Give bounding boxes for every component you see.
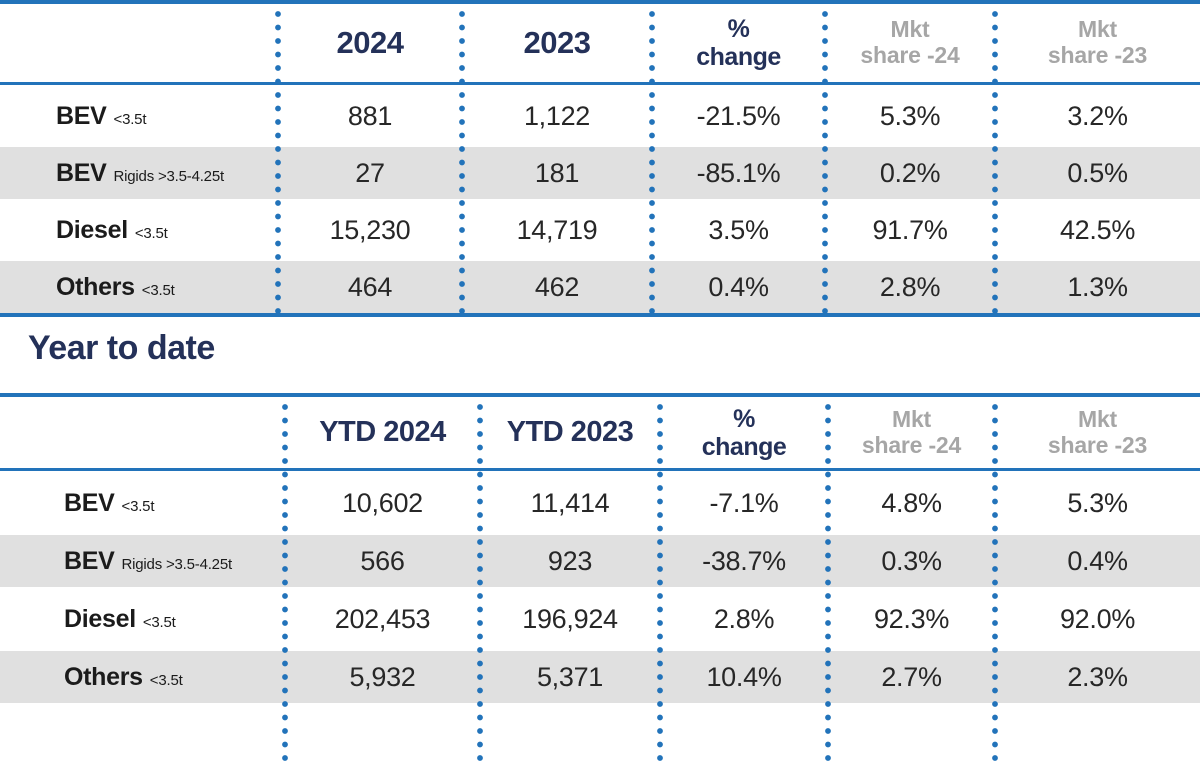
table-cell: 202,453 [334,603,431,634]
table-cell: 4.8% [881,487,942,518]
row-label-cell: BEV <3.5t [0,489,285,518]
header-cell-ytd-2024: YTD 2024 [319,416,446,449]
row-label: BEV [64,488,115,517]
row-label: Others [56,272,135,301]
table-row-others: Others <3.5t 5,932 5,371 10.4% 2.7% 2.3% [0,651,1200,703]
ytd-table-header-row: YTD 2024 YTD 2023 % change Mkt share -24… [0,397,1200,468]
table-top-rule [0,0,1200,4]
row-label-cell: BEV Rigids >3.5-4.25t [0,159,278,188]
table-cell: 462 [534,271,580,302]
row-label: Diesel [56,215,128,244]
monthly-table-header-row: 2024 2023 % change Mkt share -24 Mkt sha… [0,4,1200,82]
row-label: BEV [64,546,115,575]
table-cell: 2.8% [879,271,941,302]
table-cell: 0.4% [708,271,769,302]
row-label-suffix: Rigids >3.5-4.25t [121,555,233,573]
header-cell-mkt-share-23: Mkt share -23 [1047,405,1148,458]
row-label: BEV [56,101,107,130]
table-cell: 42.5% [1059,214,1136,245]
row-label-cell: BEV <3.5t [0,102,278,131]
row-label: BEV [56,158,107,187]
table-cell: 92.3% [873,603,950,634]
table-row-bev: BEV <3.5t 10,602 11,414 -7.1% 4.8% 5.3% [0,471,1200,535]
row-label-suffix: <3.5t [142,613,176,631]
header-bottom-rule [0,468,1200,471]
row-label: Others [64,662,143,691]
table-bottom-rule [0,313,1200,317]
table-cell: 0.2% [879,157,941,188]
row-label-suffix: <3.5t [149,671,183,689]
table-row-bev-rigids: BEV Rigids >3.5-4.25t 27 181 -85.1% 0.2%… [0,147,1200,199]
table-cell: 566 [360,545,405,576]
row-label-suffix: <3.5t [113,110,147,128]
row-label-suffix: Rigids >3.5-4.25t [113,167,225,185]
monthly-registrations-table: 2024 2023 % change Mkt share -24 Mkt sha… [0,0,1200,317]
header-cell-pct-change: % change [701,404,787,461]
table-cell: 464 [347,271,393,302]
row-label-suffix: <3.5t [134,224,168,242]
table-cell: -7.1% [709,487,779,518]
table-cell: 2.3% [1067,661,1128,692]
header-cell-mkt-share-24: Mkt share -24 [861,405,962,458]
header-cell-ytd-2023: YTD 2023 [506,416,634,449]
table-cell: 92.0% [1059,603,1136,634]
year-to-date-heading: Year to date [28,329,215,367]
table-cell: 181 [534,157,580,188]
header-cell-mkt-share-23: Mkt share -23 [1047,16,1148,68]
row-label: Diesel [64,604,136,633]
year-to-date-table: YTD 2024 YTD 2023 % change Mkt share -24… [0,393,1200,763]
row-label-suffix: <3.5t [141,281,175,299]
table-cell: 5,371 [536,661,604,692]
table-cell: 14,719 [516,214,598,245]
table-row-diesel: Diesel <3.5t 202,453 196,924 2.8% 92.3% … [0,587,1200,651]
table-cell: 10,602 [342,487,423,518]
row-label-cell: BEV Rigids >3.5-4.25t [0,547,285,576]
table-cell: 923 [547,545,593,576]
table-cell: 1,122 [523,100,591,131]
header-cell-mkt-share-24: Mkt share -24 [860,16,960,68]
row-label-suffix: <3.5t [121,497,155,515]
table-cell: 15,230 [329,214,411,245]
table-cell: 0.4% [1067,545,1128,576]
table-cell: 881 [347,100,393,131]
table-cell: 5.3% [879,100,941,131]
row-label-cell: Others <3.5t [0,663,285,692]
table-cell: 5,932 [349,661,416,692]
header-bottom-rule [0,82,1200,85]
table-cell: 91.7% [872,214,948,245]
header-cell-pct-change: % change [696,15,781,71]
table-cell: 10.4% [706,661,782,692]
table-row-diesel: Diesel <3.5t 15,230 14,719 3.5% 91.7% 42… [0,199,1200,261]
table-cell: 27 [355,157,385,188]
table-cell: 196,924 [522,603,618,634]
table-cell: -38.7% [702,545,786,576]
header-cell-2023: 2023 [523,24,591,60]
row-label-cell: Diesel <3.5t [0,605,285,634]
table-row-bev: BEV <3.5t 881 1,122 -21.5% 5.3% 3.2% [0,85,1200,147]
table-cell: 5.3% [1067,487,1128,518]
row-label-cell: Diesel <3.5t [0,216,278,245]
table-cell: 2.7% [881,661,942,692]
table-cell: -21.5% [696,100,781,131]
table-cell: 2.8% [713,603,775,634]
table-cell: 0.3% [881,545,942,576]
row-label-cell: Others <3.5t [0,273,278,302]
table-cell: 3.2% [1067,100,1128,131]
table-cell: 3.5% [708,214,769,245]
table-cell: 11,414 [530,487,610,518]
table-row-bev-rigids: BEV Rigids >3.5-4.25t 566 923 -38.7% 0.3… [0,535,1200,587]
table-cell: 1.3% [1067,271,1128,302]
table-cell: -85.1% [696,157,781,188]
table-cell: 0.5% [1067,157,1128,188]
header-cell-2024: 2024 [336,24,404,60]
table-row-others: Others <3.5t 464 462 0.4% 2.8% 1.3% [0,261,1200,313]
table-top-rule [0,393,1200,397]
